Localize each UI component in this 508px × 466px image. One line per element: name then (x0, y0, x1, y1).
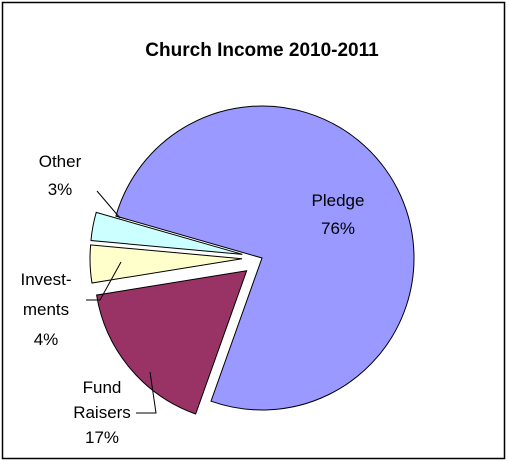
pie-slice-pledge (115, 105, 415, 411)
slice-labels: Pledge 76% Fund Raisers 17% Invest-ments 4% Oth… (20, 152, 364, 447)
leader-line-investments (86, 261, 122, 301)
pie-slice-other (90, 211, 243, 255)
slice-label-line: Pledge (312, 191, 365, 210)
leader-line-fund-raisers (136, 371, 157, 414)
slice-label-line: 3% (48, 180, 73, 199)
slice-label-fund-raisers: Fund Raisers 17% (73, 378, 131, 447)
leader-line-other (96, 190, 121, 219)
slice-label-line: 4% (34, 330, 59, 349)
slice-label-line: 76% (321, 219, 355, 238)
slice-label-investments: Invest-ments 4% (20, 270, 71, 349)
slice-label-line: Other (39, 152, 82, 171)
slice-label-pledge: Pledge 76% (312, 191, 365, 238)
slice-label-line: Invest- (20, 270, 71, 289)
slice-label-line: ments (23, 300, 69, 319)
pie-slice-fund-raisers (96, 270, 248, 415)
slices-layer (89, 105, 415, 415)
pie-slice-investments (89, 244, 243, 284)
slice-label-line: Raisers (73, 403, 131, 422)
slice-label-other: Other 3% (39, 152, 82, 199)
slice-label-line: 17% (85, 428, 119, 447)
leader-lines (86, 190, 157, 414)
chart-title: Church Income 2010-2011 (145, 40, 379, 61)
slice-label-line: Fund (83, 378, 122, 397)
